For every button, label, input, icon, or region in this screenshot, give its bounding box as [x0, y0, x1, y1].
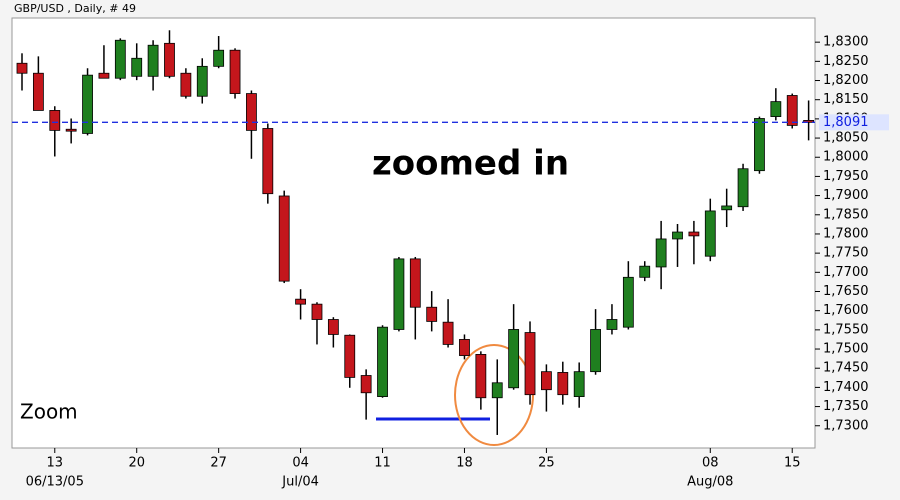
chart-title: GBP/USD , Daily, # 49: [14, 2, 136, 15]
candle-body: [327, 319, 339, 335]
candle-body: [262, 128, 274, 195]
x-date-label: Jul/04: [281, 475, 319, 490]
candle-body: [754, 118, 765, 172]
candle-body: [737, 168, 749, 208]
candle-body: [704, 210, 716, 257]
current-price-box: [819, 114, 889, 131]
x-date-label: 06/13/05: [26, 475, 84, 490]
y-tick-label: 1,7450: [823, 361, 869, 376]
x-tick-label: 08: [702, 456, 719, 471]
candle-body: [114, 39, 126, 79]
candle-body: [16, 62, 28, 74]
y-tick-label: 1,7850: [823, 207, 869, 222]
candle-body: [524, 332, 536, 396]
candle-body: [770, 101, 782, 117]
candle-body: [721, 205, 733, 211]
candle-body: [32, 72, 44, 111]
y-tick-label: 1,7400: [823, 380, 869, 395]
y-tick-label: 1,7600: [823, 303, 869, 318]
y-tick-label: 1,8250: [823, 54, 869, 69]
candle-body: [557, 372, 569, 396]
candle-body: [246, 93, 257, 131]
zoom-label: Zoom: [20, 400, 78, 424]
candle-body: [229, 49, 241, 94]
candle-body: [459, 339, 470, 356]
candle-body: [639, 265, 651, 278]
y-tick-label: 1,7950: [823, 169, 869, 184]
candle-body: [164, 42, 175, 77]
x-tick-label: 25: [538, 456, 555, 471]
y-tick-label: 1,7900: [823, 188, 869, 203]
candle-body: [65, 128, 77, 132]
candle-body: [196, 65, 208, 97]
y-tick-label: 1,7700: [823, 265, 869, 280]
candle-body: [409, 258, 421, 308]
candle-body: [278, 195, 290, 282]
x-tick-label: 13: [47, 456, 64, 471]
candle-body: [98, 72, 110, 79]
candle-body: [213, 49, 225, 67]
candle-body: [475, 354, 487, 399]
candle-body: [573, 371, 585, 397]
candle-body: [590, 329, 601, 373]
x-tick-label: 11: [374, 456, 391, 471]
candle-body: [147, 44, 159, 77]
candle-body: [295, 298, 306, 305]
candle-body: [344, 334, 356, 378]
candle-body: [131, 57, 143, 77]
y-tick-label: 1,7550: [823, 322, 869, 337]
y-tick-label: 1,7300: [823, 418, 869, 433]
x-tick-label: 20: [128, 456, 145, 471]
y-tick-label: 1,8300: [823, 35, 869, 50]
candle-body: [688, 231, 700, 237]
candle-body: [622, 276, 634, 328]
x-tick-label: 18: [456, 456, 473, 471]
y-tick-label: 1,7650: [823, 284, 869, 299]
y-tick-label: 1,7500: [823, 342, 869, 357]
candle-body: [442, 321, 454, 345]
annotation: zoomed in: [372, 144, 569, 184]
candle-body: [311, 303, 323, 320]
y-tick-label: 1,7350: [823, 399, 869, 414]
candle-body: [49, 110, 61, 131]
current-price-label: 1,8091: [823, 115, 869, 130]
y-tick-label: 1,8200: [823, 73, 869, 88]
candle-body: [491, 382, 503, 399]
candle-body: [426, 306, 438, 322]
candle-body: [803, 120, 815, 123]
candle-body: [541, 371, 552, 391]
candle-body: [786, 95, 798, 126]
y-tick-label: 1,8000: [823, 150, 869, 165]
y-tick-label: 1,7800: [823, 226, 869, 241]
x-tick-label: 15: [784, 456, 801, 471]
candle-body: [606, 319, 618, 330]
candle-body: [360, 375, 372, 394]
y-tick-label: 1,8050: [823, 131, 869, 146]
candle-body: [377, 326, 388, 397]
x-tick-label: 04: [292, 456, 309, 471]
x-tick-label: 27: [210, 456, 227, 471]
candle-body: [508, 329, 520, 389]
y-tick-label: 1,8150: [823, 92, 869, 107]
candle-body: [180, 72, 192, 97]
candle-body: [393, 258, 405, 330]
candle-body: [82, 74, 93, 134]
y-tick-label: 1,7750: [823, 246, 869, 261]
candle-body: [672, 231, 683, 240]
candle-body: [655, 238, 667, 268]
x-date-label: Aug/08: [687, 475, 733, 490]
